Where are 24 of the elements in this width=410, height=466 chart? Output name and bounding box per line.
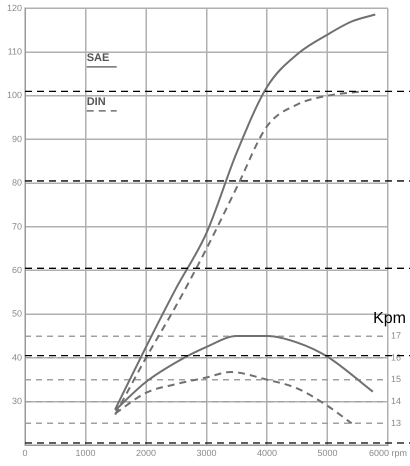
y2-tick-label: 15 xyxy=(390,374,402,384)
x-tick-label: 0 xyxy=(22,448,28,458)
y-tick-label: 60 xyxy=(12,264,22,275)
x-tick-label: 4000 xyxy=(256,448,278,458)
x-tick-label: 2000 xyxy=(136,448,156,458)
y-tick-label: 40 xyxy=(12,352,22,362)
text: SAE xyxy=(86,52,110,64)
y-tick-label: 120 xyxy=(6,2,22,13)
x-tick-label: 5000 xyxy=(317,448,338,458)
y-tick-label: 110 xyxy=(8,46,22,57)
x-tick-label: 6000 rpm xyxy=(368,448,408,458)
y-tick-label: 90 xyxy=(12,134,22,144)
y-tick-label: 50 xyxy=(12,308,22,319)
text: DIN xyxy=(86,96,106,108)
y-tick-label: 30 xyxy=(12,396,22,406)
y2-axis-title: Kpm xyxy=(373,310,406,327)
y-tick-label: 100 xyxy=(6,90,22,100)
y2-tick-label: 13 xyxy=(390,418,402,428)
y-tick-label: 80 xyxy=(12,178,22,188)
y2-tick-label: 14 xyxy=(390,396,402,406)
y-tick-label: 70 xyxy=(12,221,22,232)
x-tick-label: 3000 xyxy=(196,448,217,458)
x-tick-label: 1000 xyxy=(75,448,96,458)
y2-tick-label: 17 xyxy=(390,330,402,340)
